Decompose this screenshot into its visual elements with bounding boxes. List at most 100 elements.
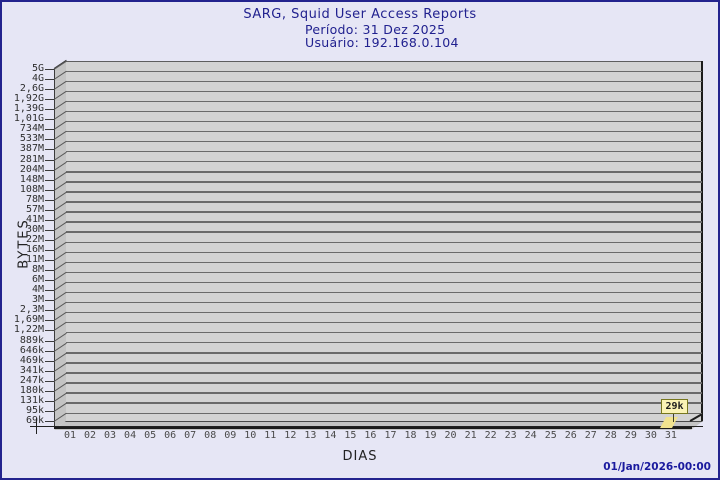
gridline (66, 80, 702, 82)
y-tick (45, 159, 54, 161)
gridline (66, 70, 702, 72)
x-tick-label: 25 (544, 430, 557, 441)
y-tick-label: 30M (25, 223, 44, 235)
gridline (66, 120, 702, 123)
bar-value-annotation: 29k (661, 399, 688, 414)
x-tick-label: 20 (444, 430, 457, 441)
y-tick (45, 260, 54, 262)
y-tick (45, 310, 54, 312)
y-tick (45, 250, 54, 252)
y-tick-label: 8M (31, 264, 44, 276)
y-tick-label: 5G (31, 63, 44, 74)
gridline (66, 362, 702, 364)
y-tick (45, 109, 54, 111)
y-tick (45, 340, 54, 342)
x-tick-label: 29 (624, 430, 637, 441)
gridline (66, 311, 702, 314)
y-tick-label: 2,3M (19, 304, 44, 316)
y-tick (45, 209, 54, 211)
y-tick (45, 139, 54, 141)
y-tick-label: 16M (25, 244, 44, 256)
gridline (66, 191, 702, 193)
x-tick-label: 31 (664, 430, 677, 441)
y-tick (45, 219, 54, 221)
gridline (66, 261, 702, 264)
y-tick-label: 148M (19, 173, 44, 185)
y-tick-label: 4G (31, 73, 44, 85)
x-tick-label: 13 (304, 430, 317, 441)
gridline (66, 171, 702, 173)
x-tick-label: 03 (104, 430, 117, 441)
gridline (66, 90, 702, 93)
x-tick-label: 06 (164, 430, 177, 441)
gridline (66, 100, 702, 103)
gridline (66, 110, 702, 113)
gridline (66, 151, 702, 153)
y-tick-label: 646k (19, 344, 44, 356)
y-tick-label: 95k (25, 404, 44, 416)
gridline (66, 281, 702, 284)
gridline (66, 221, 702, 223)
gridline (66, 301, 702, 304)
x-tick-label: 16 (364, 430, 377, 441)
y-tick (45, 360, 54, 362)
gridline (66, 130, 702, 133)
y-tick (45, 69, 54, 70)
x-tick-label: 15 (344, 430, 357, 441)
x-tick-label: 14 (324, 430, 337, 441)
y-tick (45, 99, 54, 101)
y-tick-label: 41M (25, 213, 44, 225)
y-tick (45, 370, 54, 372)
y-tick (45, 119, 54, 121)
y-axis-line (36, 418, 37, 434)
x-tick-label: 23 (504, 430, 517, 441)
page-title: SARG, Squid User Access Reports (243, 7, 477, 22)
y-tick-label: 387M (19, 143, 44, 155)
gridline (66, 332, 702, 334)
chart-floor (54, 421, 703, 430)
y-tick-label: 2,6G (19, 83, 44, 95)
y-tick (45, 390, 54, 392)
y-tick (45, 290, 54, 292)
x-axis-title: DIAS (342, 449, 378, 464)
y-tick-label: 4M (31, 284, 44, 296)
y-tick (45, 380, 54, 382)
gridline (66, 392, 702, 394)
report-generated-timestamp: 01/Jan/2026-00:00 (603, 461, 711, 473)
y-tick (45, 410, 54, 412)
y-tick-label: 69k (25, 415, 44, 426)
x-tick-label: 22 (484, 430, 497, 441)
x-tick-label: 27 (584, 430, 597, 441)
y-tick-label: 180k (19, 384, 44, 396)
gridline (66, 251, 702, 253)
y-tick-label: 22M (25, 233, 44, 245)
y-tick-label: 78M (25, 193, 44, 205)
gridline (66, 140, 702, 143)
chart-right-edge (701, 61, 703, 421)
gridline (66, 241, 702, 243)
gridline (66, 181, 702, 183)
y-tick (45, 79, 54, 81)
x-tick-label: 10 (244, 430, 257, 441)
gridline (66, 201, 702, 203)
gridline (66, 402, 702, 404)
y-tick-label: 469k (19, 354, 44, 366)
y-tick (45, 199, 54, 201)
chart-floor-front-edge (54, 427, 692, 429)
gridline (66, 342, 702, 344)
y-tick-label: 247k (19, 374, 44, 386)
report-period: Período: 31 Dez 2025 (305, 22, 446, 37)
y-tick-label: 3M (31, 294, 44, 306)
y-tick-label: 1,69M (13, 314, 44, 326)
gridline (66, 382, 702, 384)
gridline (66, 321, 702, 324)
x-tick-label: 18 (404, 430, 417, 441)
y-tick (45, 169, 54, 171)
gridline (66, 372, 702, 374)
x-tick-label: 04 (124, 430, 137, 441)
y-tick (45, 239, 54, 241)
y-tick-label: 131k (19, 394, 44, 406)
x-tick-label: 07 (184, 430, 197, 441)
y-tick (45, 129, 54, 131)
